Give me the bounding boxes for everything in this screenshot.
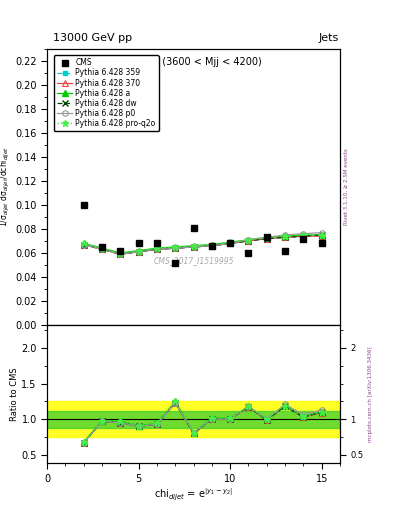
Y-axis label: mcplots.cern.ch [arXiv:1306.3436]: mcplots.cern.ch [arXiv:1306.3436] <box>368 347 373 442</box>
Text: χ (jets) (3600 < Mjj < 4200): χ (jets) (3600 < Mjj < 4200) <box>125 57 262 67</box>
Bar <box>47 401 340 437</box>
Text: CMS_2017_I1519995: CMS_2017_I1519995 <box>153 256 234 265</box>
Y-axis label: 1/σ$_{dijet}$ dσ$_{dijet}$/dchi$_{dijet}$: 1/σ$_{dijet}$ dσ$_{dijet}$/dchi$_{dijet}… <box>0 146 12 227</box>
Text: Jets: Jets <box>318 33 339 44</box>
X-axis label: chi$_{dijet}$ = e$^{|y_{1}-y_{2}|}$: chi$_{dijet}$ = e$^{|y_{1}-y_{2}|}$ <box>154 486 233 503</box>
Bar <box>47 411 340 428</box>
Text: 13000 GeV pp: 13000 GeV pp <box>53 33 132 44</box>
Y-axis label: Ratio to CMS: Ratio to CMS <box>9 368 18 421</box>
Y-axis label: Rivet 3.1.10, ≥ 2.5M events: Rivet 3.1.10, ≥ 2.5M events <box>344 148 349 225</box>
Legend: CMS, Pythia 6.428 359, Pythia 6.428 370, Pythia 6.428 a, Pythia 6.428 dw, Pythia: CMS, Pythia 6.428 359, Pythia 6.428 370,… <box>54 55 159 131</box>
